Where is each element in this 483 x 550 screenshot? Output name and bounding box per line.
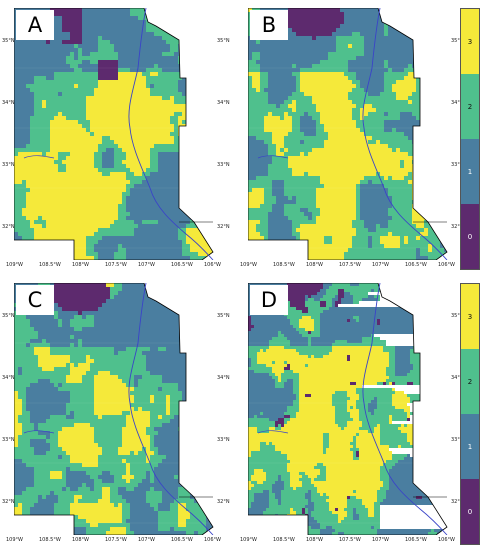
colorbar: 3 2 1 0 xyxy=(460,283,480,545)
latitude-tick-label: 32°N xyxy=(217,224,230,230)
colorbar-segment: 3 xyxy=(461,9,479,74)
map-panel-b: B xyxy=(248,8,448,260)
longitude-tick-label: 107.5°W xyxy=(105,537,127,543)
latitude-tick-label: 35°N xyxy=(451,38,464,44)
stream-line xyxy=(23,155,55,159)
longitude-tick-label: 107°W xyxy=(138,262,155,268)
longitude-tick-label: 106.5°W xyxy=(171,262,193,268)
latitude-tick-label: 34°N xyxy=(451,100,464,106)
longitude-tick-label: 108°W xyxy=(306,262,323,268)
longitude-tick-label: 106°W xyxy=(204,262,221,268)
latitude-tick-label: 35°N xyxy=(217,313,230,319)
latitude-tick-label: 34°N xyxy=(451,375,464,381)
latitude-tick-label: 32°N xyxy=(217,499,230,505)
longitude-tick-label: 107°W xyxy=(372,262,389,268)
stream-line xyxy=(257,155,289,159)
longitude-tick-label: 106°W xyxy=(438,262,455,268)
latitude-tick-label: 35°N xyxy=(2,313,15,319)
latitude-tick-label: 35°N xyxy=(451,313,464,319)
colorbar-segment: 2 xyxy=(461,349,479,414)
longitude-tick-label: 109°W xyxy=(240,262,257,268)
latitude-tick-label: 34°N xyxy=(217,100,230,106)
latitude-tick-label: 33°N xyxy=(451,437,464,443)
river-line xyxy=(128,283,214,535)
latitude-tick-label: 33°N xyxy=(2,162,15,168)
colorbar-segment: 0 xyxy=(461,479,479,544)
longitude-tick-label: 108.5°W xyxy=(39,262,61,268)
longitude-tick-label: 107.5°W xyxy=(339,262,361,268)
colorbar-label: 0 xyxy=(467,232,473,241)
region-boundary xyxy=(14,8,214,260)
latitude-tick-label: 35°N xyxy=(2,38,15,44)
longitude-tick-label: 108°W xyxy=(72,537,89,543)
longitude-tick-label: 107.5°W xyxy=(339,537,361,543)
map-panel-d: D xyxy=(248,283,448,535)
longitude-tick-label: 106.5°W xyxy=(405,262,427,268)
river-line xyxy=(362,283,448,535)
map-panel-a: A xyxy=(14,8,214,260)
colorbar-segment: 1 xyxy=(461,139,479,204)
latitude-tick-label: 32°N xyxy=(2,224,15,230)
map-panel-c: C xyxy=(14,283,214,535)
latitude-tick-label: 33°N xyxy=(217,437,230,443)
colorbar-segment: 1 xyxy=(461,414,479,479)
longitude-tick-label: 108.5°W xyxy=(39,537,61,543)
river-line xyxy=(128,8,214,260)
panel-label: D xyxy=(250,285,288,315)
longitude-tick-label: 106.5°W xyxy=(171,537,193,543)
latitude-tick-label: 32°N xyxy=(2,499,15,505)
colorbar-label: 1 xyxy=(467,442,473,451)
panel-label: B xyxy=(250,10,288,40)
longitude-tick-label: 106.5°W xyxy=(405,537,427,543)
colorbar-label: 1 xyxy=(467,167,473,176)
region-boundary xyxy=(248,283,448,535)
river-line xyxy=(362,8,448,260)
region-boundary xyxy=(14,283,214,535)
panel-label: A xyxy=(16,10,54,40)
colorbar-segment: 2 xyxy=(461,74,479,139)
map-raster xyxy=(14,8,214,260)
latitude-tick-label: 32°N xyxy=(451,224,464,230)
stream-line xyxy=(257,430,289,434)
region-boundary xyxy=(248,8,448,260)
colorbar-segment: 0 xyxy=(461,204,479,269)
longitude-tick-label: 108°W xyxy=(72,262,89,268)
longitude-tick-label: 108.5°W xyxy=(273,262,295,268)
latitude-tick-label: 34°N xyxy=(2,100,15,106)
map-raster xyxy=(248,283,448,535)
longitude-tick-label: 106°W xyxy=(438,537,455,543)
latitude-tick-label: 34°N xyxy=(2,375,15,381)
map-raster xyxy=(248,8,448,260)
colorbar-label: 0 xyxy=(467,507,473,516)
longitude-tick-label: 109°W xyxy=(6,537,23,543)
map-raster xyxy=(14,283,214,535)
longitude-tick-label: 108.5°W xyxy=(273,537,295,543)
stream-line xyxy=(23,430,55,434)
longitude-tick-label: 107.5°W xyxy=(105,262,127,268)
longitude-tick-label: 107°W xyxy=(138,537,155,543)
colorbar: 3 2 1 0 xyxy=(460,8,480,270)
colorbar-label: 3 xyxy=(467,37,473,46)
colorbar-label: 2 xyxy=(467,102,473,111)
longitude-tick-label: 109°W xyxy=(6,262,23,268)
latitude-tick-label: 34°N xyxy=(217,375,230,381)
latitude-tick-label: 35°N xyxy=(217,38,230,44)
longitude-tick-label: 107°W xyxy=(372,537,389,543)
longitude-tick-label: 106°W xyxy=(204,537,221,543)
longitude-tick-label: 109°W xyxy=(240,537,257,543)
colorbar-segment: 3 xyxy=(461,284,479,349)
panel-label: C xyxy=(16,285,54,315)
colorbar-label: 3 xyxy=(467,312,473,321)
longitude-tick-label: 108°W xyxy=(306,537,323,543)
latitude-tick-label: 32°N xyxy=(451,499,464,505)
colorbar-label: 2 xyxy=(467,377,473,386)
latitude-tick-label: 33°N xyxy=(451,162,464,168)
latitude-tick-label: 33°N xyxy=(217,162,230,168)
latitude-tick-label: 33°N xyxy=(2,437,15,443)
